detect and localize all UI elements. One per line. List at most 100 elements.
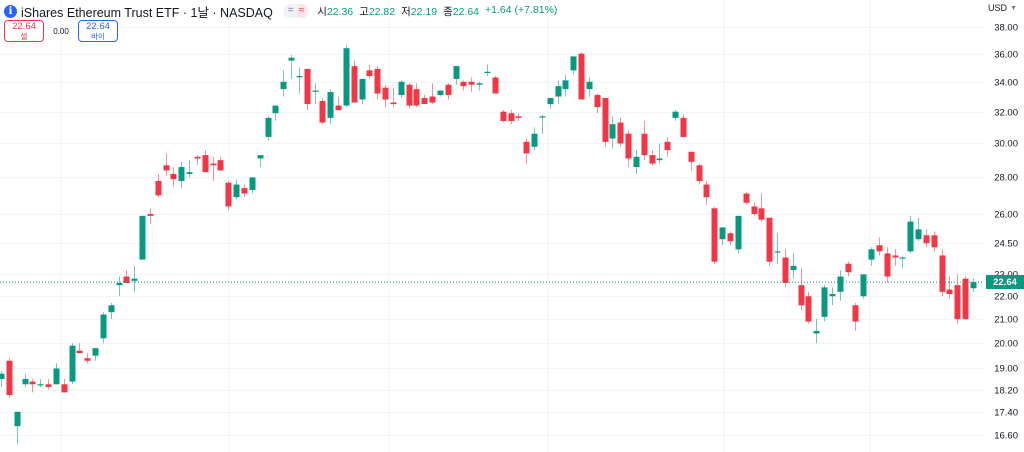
candle (421, 95, 428, 105)
candle (790, 253, 797, 279)
candle (366, 64, 373, 79)
candle (805, 291, 812, 324)
candle (272, 105, 279, 122)
candle (445, 83, 452, 100)
buy-price: 22.64 (86, 20, 110, 32)
candle (508, 110, 515, 125)
candle (100, 312, 107, 344)
y-tick-label: 17.40 (994, 407, 1018, 418)
candle (656, 143, 663, 164)
close-label: 종 (443, 5, 453, 18)
candle (429, 83, 436, 105)
candle (14, 411, 21, 444)
candle (296, 67, 303, 94)
y-tick-label: 34.00 (994, 77, 1018, 88)
chevron-down-icon: ▼ (1010, 4, 1017, 12)
candle (852, 303, 859, 332)
candle (884, 247, 891, 283)
candle (210, 156, 217, 181)
candle (758, 193, 765, 222)
candle (217, 156, 224, 171)
sell-label: 셀 (20, 31, 28, 41)
symbol-title[interactable]: iShares Ethereum Trust ETF · 1날 · NASDAQ (21, 5, 273, 20)
candle (0, 371, 5, 387)
chart-legend: i iShares Ethereum Trust ETF · 1날 · NASD… (4, 2, 557, 20)
candle (735, 215, 742, 254)
candle (37, 378, 44, 387)
candle (22, 373, 29, 387)
sell-price: 22.64 (12, 20, 36, 32)
y-tick-label: 21.00 (994, 314, 1018, 325)
indicator-toggle[interactable]: = ≈ (282, 4, 310, 18)
sell-button[interactable]: 22.64 셀 (4, 20, 44, 42)
low-label: 저 (401, 5, 411, 18)
open-value: 22.36 (326, 5, 354, 18)
candle (61, 378, 68, 393)
candle (578, 52, 585, 100)
candle (696, 163, 703, 185)
buy-label: 바이 (91, 31, 105, 41)
candle (76, 343, 83, 354)
equal-icon: = (287, 5, 294, 16)
candle (931, 231, 938, 252)
candle (649, 150, 656, 166)
candle (915, 217, 922, 242)
candle (84, 353, 91, 364)
y-tick-label: 24.50 (994, 238, 1018, 249)
candle (703, 180, 710, 205)
candle (766, 217, 773, 266)
y-tick-label: 30.00 (994, 138, 1018, 149)
candle (594, 93, 601, 114)
candle (170, 167, 177, 187)
candle (280, 70, 287, 97)
candle (892, 249, 899, 266)
candle (131, 265, 138, 292)
candle (743, 191, 750, 205)
candle (970, 278, 977, 293)
candle (476, 81, 483, 91)
candle (437, 90, 444, 97)
buy-button[interactable]: 22.64 바이 (78, 20, 118, 42)
trade-panel: 22.64 셀 0.00 22.64 바이 (4, 20, 118, 42)
candle (539, 114, 546, 134)
candle (515, 113, 522, 122)
candle (155, 173, 162, 198)
candle (562, 74, 569, 97)
candle (751, 202, 758, 216)
candle (711, 206, 718, 264)
y-tick-label: 19.00 (994, 363, 1018, 374)
candle (939, 249, 946, 297)
candle (868, 247, 875, 266)
candle (327, 89, 334, 125)
y-tick-label: 23.00 (994, 269, 1018, 280)
candle (664, 136, 671, 157)
currency-selector[interactable]: USD ▼ (985, 0, 1020, 16)
candle (108, 303, 115, 320)
candle (641, 121, 648, 161)
candle (351, 60, 358, 103)
candle (29, 378, 36, 393)
candle (69, 343, 76, 385)
candle (845, 261, 852, 277)
candle (147, 208, 154, 224)
candle (453, 66, 460, 85)
y-tick-label: 28.00 (994, 172, 1018, 183)
info-icon[interactable]: i (4, 4, 17, 18)
candle (335, 96, 342, 111)
candle (899, 255, 906, 268)
candle (116, 276, 123, 297)
candle (178, 161, 185, 189)
candle (492, 76, 499, 94)
candle (265, 116, 272, 141)
candle (249, 177, 256, 194)
candle (233, 179, 240, 200)
candle (186, 160, 193, 178)
candle (625, 130, 632, 168)
candle (304, 68, 311, 111)
candle (680, 114, 687, 137)
candle (617, 117, 624, 147)
candle (555, 80, 562, 105)
candle (602, 98, 609, 147)
spread-value: 0.00 (53, 26, 69, 36)
